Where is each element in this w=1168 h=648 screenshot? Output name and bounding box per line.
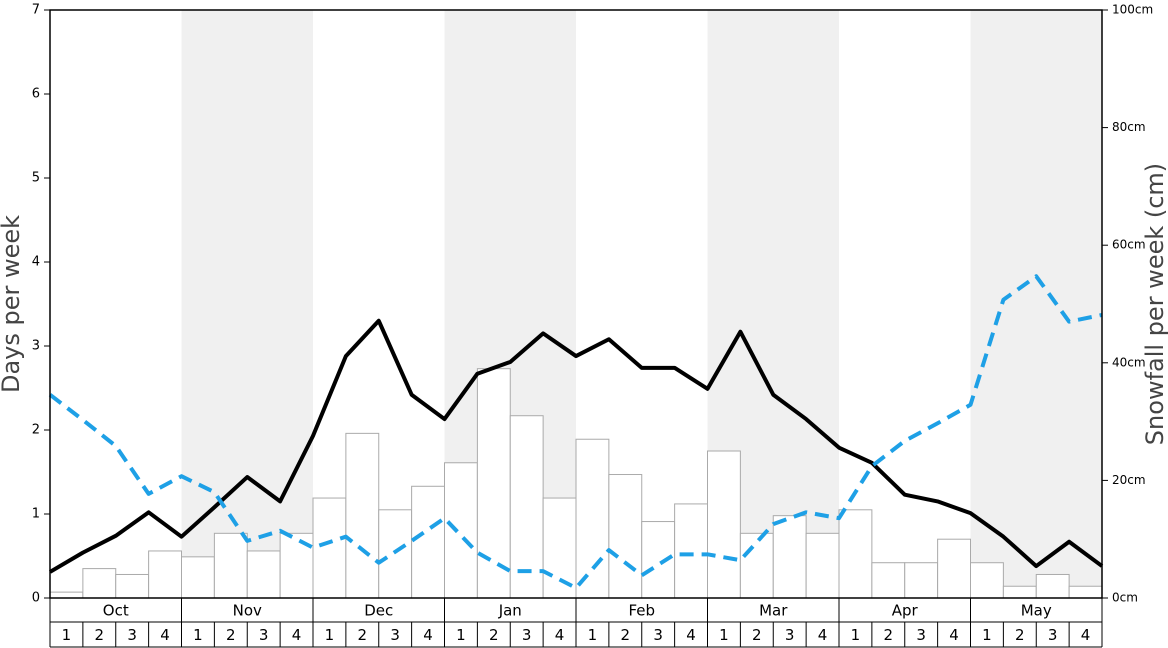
week-label: 1 — [456, 626, 466, 644]
y2-tick-label: 80cm — [1112, 120, 1146, 134]
week-label: 2 — [621, 626, 631, 644]
bar — [49, 591, 84, 599]
y2-tick-label: 40cm — [1112, 355, 1146, 369]
month-label: Oct — [103, 602, 129, 620]
week-label: 1 — [62, 626, 72, 644]
week-label: 3 — [785, 626, 795, 644]
week-label: 2 — [95, 626, 105, 644]
month-shade — [181, 10, 313, 598]
week-label: 2 — [1015, 626, 1025, 644]
bar — [739, 532, 774, 599]
bar — [1035, 573, 1070, 599]
line — [48, 318, 1104, 574]
bar — [181, 556, 215, 599]
y-tick-label: 7 — [32, 3, 40, 18]
bar — [542, 497, 577, 599]
week-label: 2 — [489, 626, 499, 644]
bar — [411, 485, 445, 599]
y-tick-label: 6 — [32, 87, 40, 102]
bar — [476, 368, 511, 599]
month-label: Feb — [628, 602, 655, 620]
week-label: 1 — [851, 626, 861, 644]
y-tick-label: 0 — [32, 591, 40, 606]
week-label: 2 — [884, 626, 894, 644]
bar — [871, 562, 906, 599]
bar — [345, 432, 380, 599]
bar — [82, 568, 117, 599]
month-label: Apr — [892, 602, 919, 620]
y2-tick-label: 0cm — [1112, 591, 1138, 605]
bar — [674, 503, 708, 599]
week-label: 3 — [259, 626, 269, 644]
y-tick-label: 1 — [32, 507, 40, 522]
y2-tick-label: 60cm — [1112, 238, 1146, 252]
month-shade — [970, 10, 1102, 598]
week-label: 4 — [818, 626, 828, 644]
y2-tick-label: 100cm — [1112, 3, 1153, 17]
month-label: Jan — [498, 602, 522, 620]
week-label: 4 — [423, 626, 433, 644]
bar — [1002, 585, 1037, 599]
week-label: 4 — [949, 626, 959, 644]
bar — [575, 438, 610, 599]
bar — [148, 550, 182, 599]
y-axis-label: Days per week — [0, 215, 25, 393]
y2-axis-label: Snowfall per week (cm) — [1141, 163, 1168, 445]
week-label: 2 — [358, 626, 368, 644]
week-label: 4 — [686, 626, 696, 644]
month-label: Nov — [233, 602, 262, 620]
bar — [246, 550, 281, 599]
week-label: 3 — [1048, 626, 1058, 644]
y-tick-label: 4 — [32, 255, 40, 270]
bar — [115, 573, 150, 599]
week-label: 4 — [555, 626, 565, 644]
y-tick-label: 3 — [32, 339, 40, 354]
y-tick-label: 5 — [32, 171, 40, 186]
bar — [608, 474, 643, 599]
week-label: 2 — [226, 626, 236, 644]
week-label: 3 — [522, 626, 532, 644]
bar — [970, 562, 1004, 599]
bar — [904, 562, 939, 599]
week-label: 1 — [325, 626, 335, 644]
week-label: 4 — [1081, 626, 1091, 644]
bar — [838, 509, 873, 599]
month-label: May — [1021, 602, 1052, 620]
week-label: 3 — [653, 626, 663, 644]
week-label: 1 — [588, 626, 598, 644]
week-label: 1 — [193, 626, 203, 644]
bar — [312, 497, 347, 599]
week-label: 3 — [390, 626, 400, 644]
week-label: 3 — [127, 626, 137, 644]
bar — [805, 532, 840, 599]
month-label: Dec — [364, 602, 393, 620]
week-label: 4 — [292, 626, 302, 644]
bar — [707, 450, 741, 599]
bar — [213, 532, 248, 599]
bar — [1068, 585, 1103, 599]
y2-tick-label: 20cm — [1112, 473, 1146, 487]
month-label: Mar — [759, 602, 788, 620]
y-tick-label: 2 — [32, 423, 40, 438]
week-label: 4 — [160, 626, 170, 644]
week-label: 1 — [719, 626, 729, 644]
week-label: 3 — [916, 626, 926, 644]
week-label: 2 — [752, 626, 762, 644]
bar — [772, 515, 807, 599]
week-label: 1 — [982, 626, 992, 644]
bar — [937, 538, 971, 599]
bar — [444, 462, 478, 599]
